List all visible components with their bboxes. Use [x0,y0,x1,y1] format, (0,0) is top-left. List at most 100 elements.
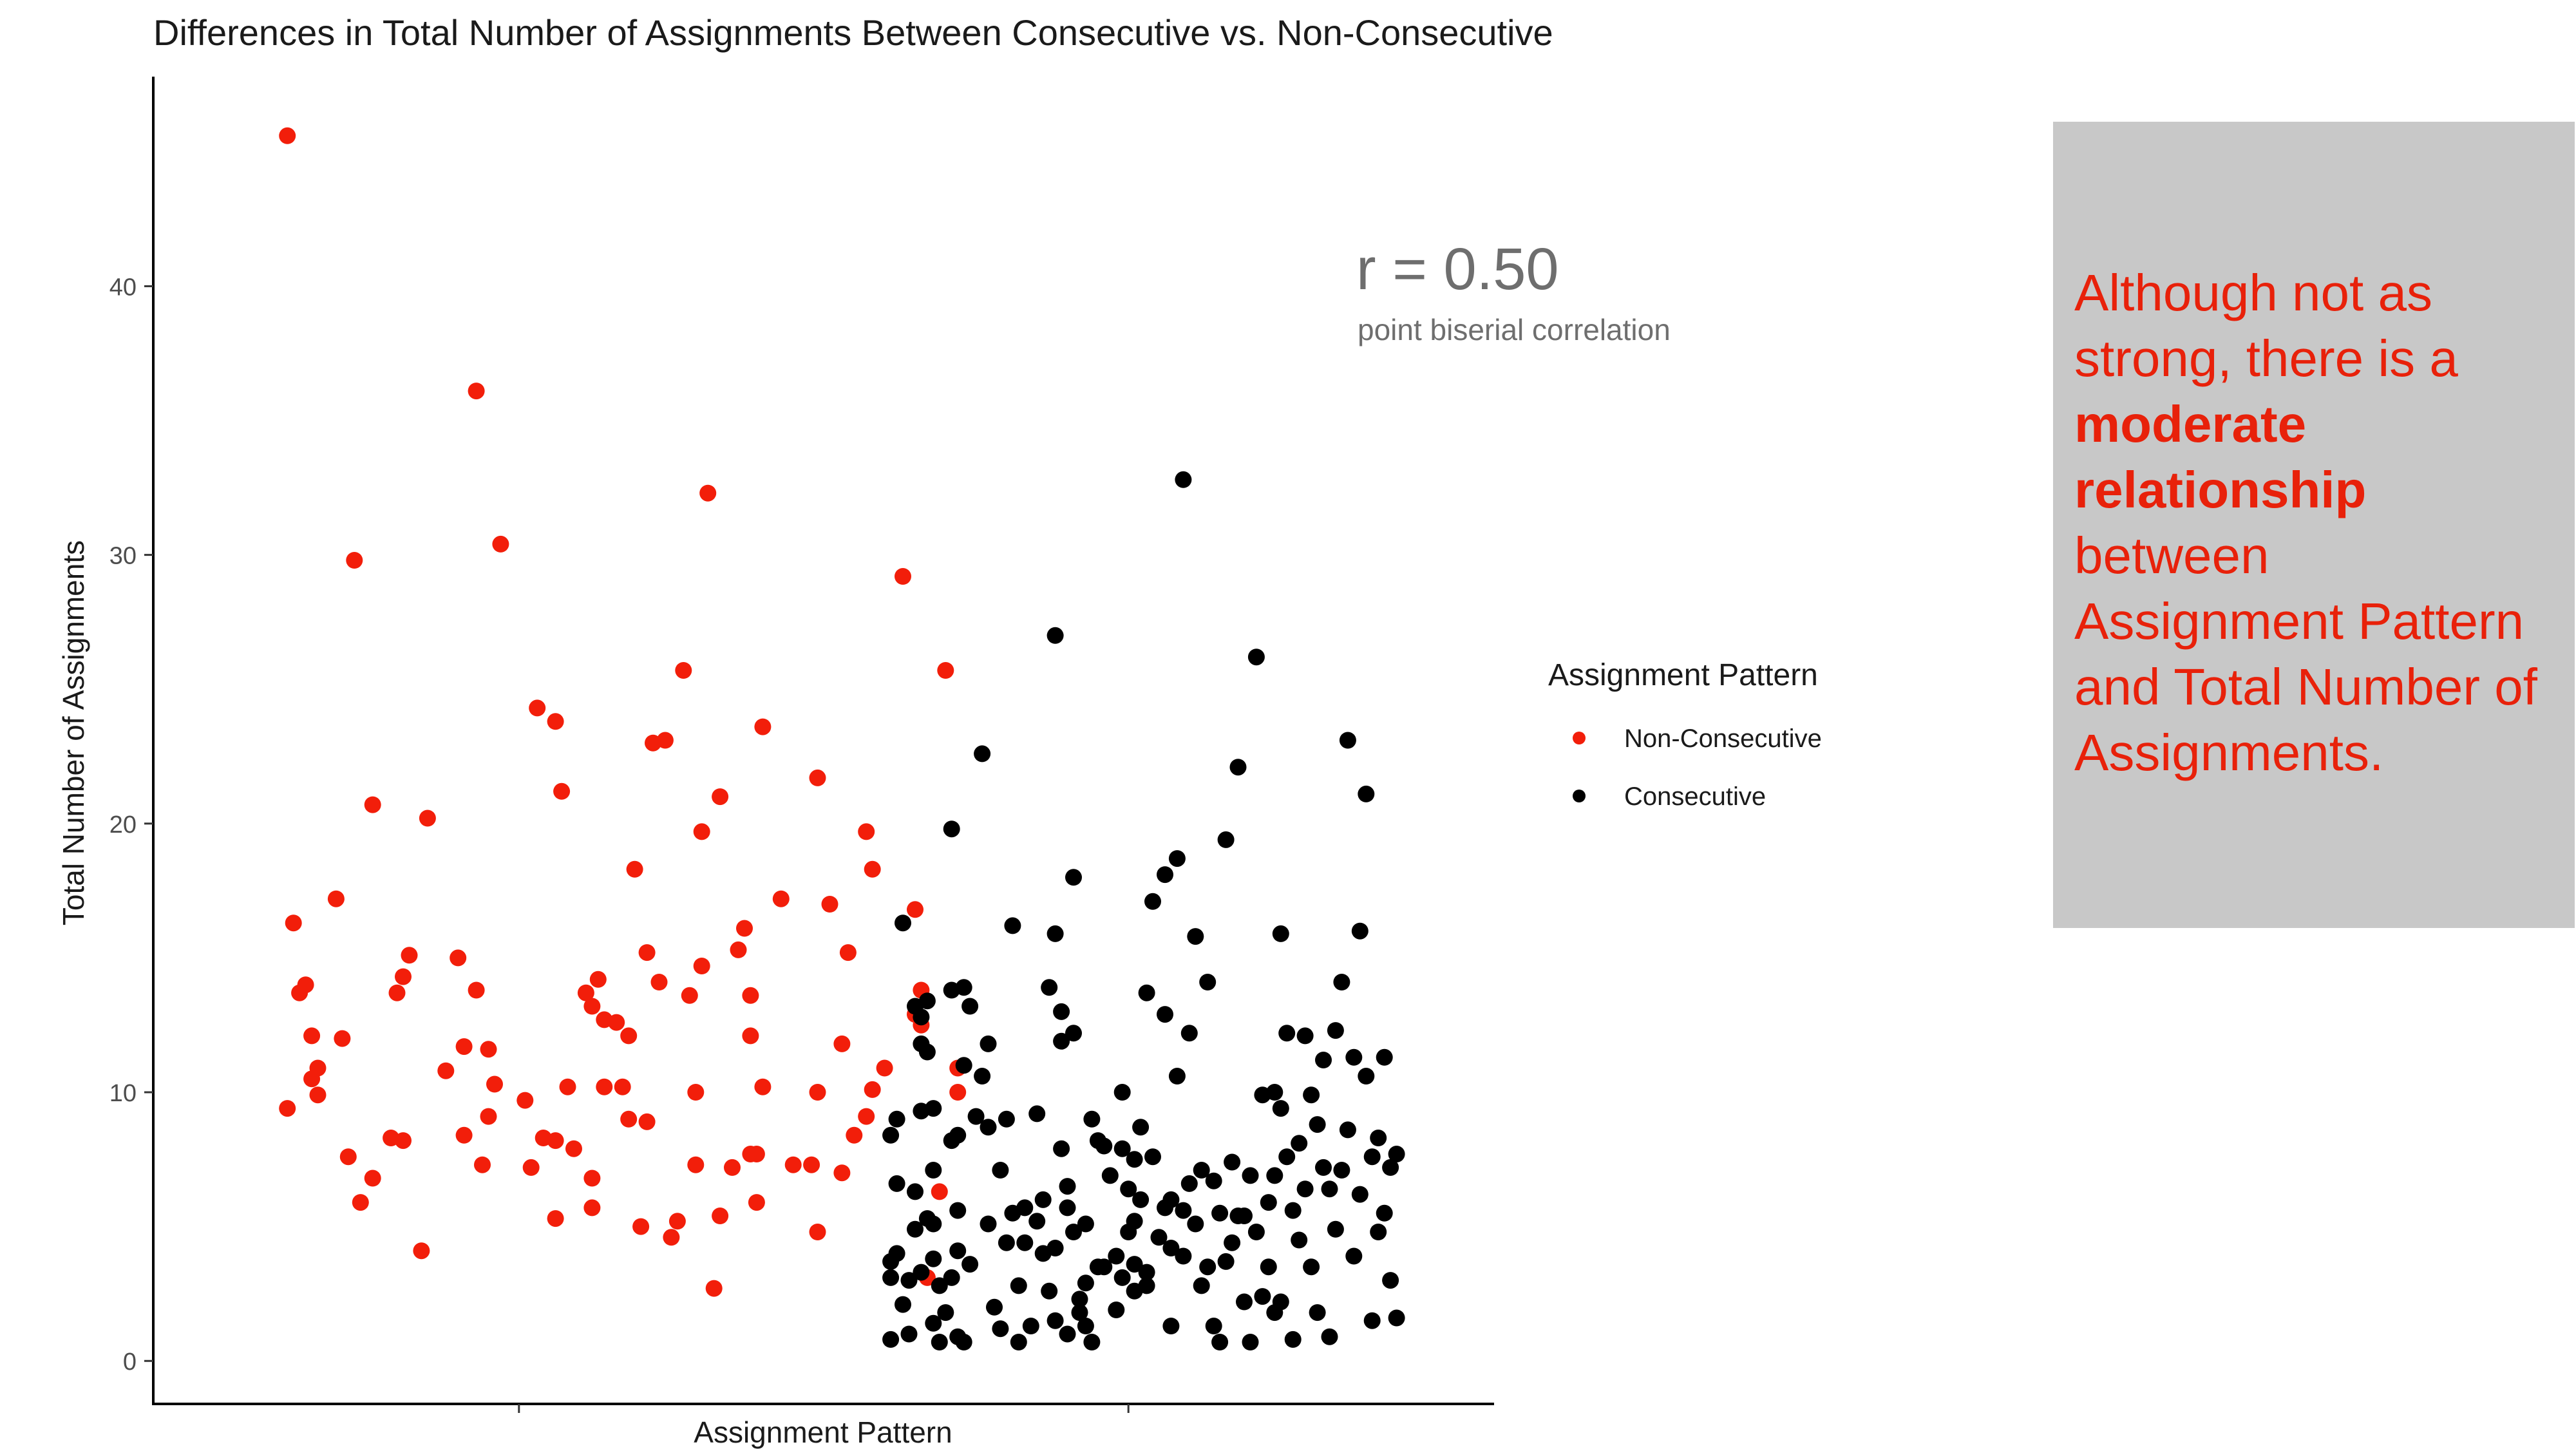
data-point-consecutive [955,979,972,996]
data-point-non-consecutive [297,976,314,994]
data-point-non-consecutive [468,981,485,999]
data-point-consecutive [1108,1247,1125,1265]
data-point-consecutive [974,745,991,762]
data-point-consecutive [1224,1153,1241,1171]
y-axis-label: Total Number of Assignments [57,540,90,925]
data-point-consecutive [1138,984,1155,1001]
data-point-consecutive [1205,1318,1222,1334]
legend-title: Assignment Pattern [1548,658,1818,692]
data-point-consecutive [1291,1135,1308,1152]
data-point-non-consecutive [547,1132,564,1150]
data-point-non-consecutive [931,1183,948,1200]
data-point-non-consecutive [608,1014,625,1031]
data-point-consecutive [1071,1291,1088,1308]
data-point-non-consecutive [907,901,923,918]
data-point-consecutive [1046,925,1064,942]
data-point-consecutive [1175,1202,1192,1219]
data-point-non-consecutive [864,860,881,878]
data-point-consecutive [1065,1224,1082,1240]
data-point-consecutive [882,1331,900,1348]
data-point-consecutive [1059,1199,1076,1217]
data-point-consecutive [1199,1258,1217,1276]
data-point-consecutive [1321,1180,1338,1198]
data-point-consecutive [1376,1048,1393,1066]
legend-label-non-consecutive: Non-Consecutive [1624,724,1822,753]
data-point-consecutive [1254,1288,1271,1305]
y-tick-label: 40 [109,274,137,301]
data-point-consecutive [1053,1003,1070,1020]
data-point-consecutive [967,1108,985,1125]
y-tick-label: 0 [123,1349,137,1376]
data-point-non-consecutive [748,1194,765,1211]
data-point-non-consecutive [388,984,406,1001]
data-point-consecutive [1327,1022,1344,1039]
data-point-consecutive [1333,1162,1350,1179]
data-point-non-consecutive [675,662,692,679]
data-point-non-consecutive [614,1078,631,1095]
data-point-non-consecutive [705,1280,723,1297]
data-point-consecutive [918,1043,936,1061]
data-point-non-consecutive [638,944,656,961]
data-point-consecutive [1157,1006,1173,1023]
data-point-consecutive [1095,1258,1113,1276]
y-tick-label: 30 [109,543,137,570]
x-axis-ticks [518,1404,1130,1413]
data-point-consecutive [1272,1100,1289,1117]
data-point-consecutive [1193,1277,1210,1294]
data-point-non-consecutive [480,1041,497,1058]
data-point-consecutive [1180,1175,1198,1192]
data-point-non-consecutive [833,1035,851,1052]
data-point-consecutive [1004,917,1021,934]
data-point-non-consecutive [712,788,729,806]
data-point-consecutive [1303,1086,1320,1104]
data-point-consecutive [992,1162,1009,1179]
data-point-non-consecutive [480,1108,497,1125]
data-point-consecutive [998,1110,1015,1128]
data-point-consecutive [1272,925,1289,942]
data-point-non-consecutive [772,890,790,907]
data-point-non-consecutive [876,1059,893,1077]
data-point-consecutive [1157,866,1173,884]
data-point-non-consecutive [895,568,911,585]
data-point-consecutive [1217,1253,1235,1270]
data-point-consecutive [1010,1334,1027,1350]
data-point-consecutive [931,1277,948,1294]
data-point-non-consecutive [821,896,838,913]
data-point-non-consecutive [413,1242,430,1260]
data-point-non-consecutive [455,1126,473,1144]
data-point-consecutive [1296,1027,1314,1045]
data-points [279,127,1405,1350]
data-point-consecutive [949,1202,967,1219]
data-point-consecutive [1327,1220,1344,1238]
data-point-consecutive [1095,1137,1113,1155]
data-point-consecutive [1113,1084,1131,1101]
data-point-consecutive [913,1009,930,1026]
data-point-consecutive [1126,1213,1143,1230]
legend-label-consecutive: Consecutive [1624,782,1766,811]
data-point-non-consecutive [693,823,710,840]
data-point-consecutive [1126,1256,1143,1273]
data-point-non-consecutive [784,1156,802,1173]
data-point-non-consecutive [754,718,772,735]
legend-marker-non-consecutive [1573,732,1586,744]
data-point-consecutive [1247,1224,1265,1240]
data-point-non-consecutive [327,890,345,907]
data-point-consecutive [980,1215,997,1233]
data-point-consecutive [1132,1119,1150,1136]
data-point-consecutive [961,998,979,1015]
data-point-consecutive [943,1269,960,1286]
data-point-non-consecutive [626,860,643,878]
data-point-consecutive [1363,1148,1381,1166]
data-point-consecutive [943,820,960,838]
data-point-consecutive [931,1334,948,1350]
data-point-consecutive [888,1245,905,1262]
data-point-consecutive [1046,1312,1064,1329]
data-point-non-consecutive [364,796,381,813]
data-point-consecutive [1339,1121,1356,1139]
data-point-consecutive [918,992,936,1010]
data-point-non-consecutive [395,968,412,985]
data-point-non-consecutive [864,1081,881,1098]
data-point-consecutive [1150,1229,1168,1246]
data-point-consecutive [1041,979,1058,996]
data-point-consecutive [925,1215,942,1233]
